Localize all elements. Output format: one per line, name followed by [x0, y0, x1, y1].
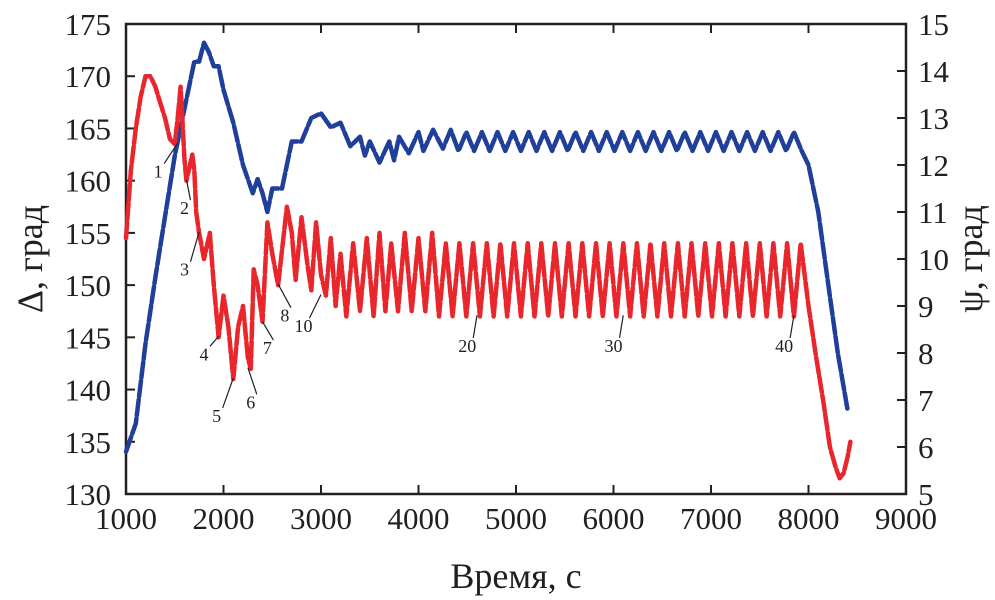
annotation-label: 5 — [212, 406, 221, 426]
left-axis-title: Δ, град — [10, 205, 50, 313]
axis-tick-labels: 1000 2000 3000 4000 5000 6000 7000 8000 90001301… — [65, 7, 950, 536]
x-tick-label: 8000 — [778, 501, 840, 536]
x-tick-label: 9000 — [875, 501, 937, 536]
series-line — [123, 73, 853, 481]
y-left-tick-label: 130 — [65, 477, 112, 512]
y-left-tick-label: 170 — [65, 59, 112, 94]
y-left-tick-label: 155 — [65, 216, 112, 251]
y-right-tick-label: 9 — [918, 289, 934, 324]
y-right-tick-label: 8 — [918, 336, 934, 371]
annotation-label: 1 — [154, 162, 163, 182]
annotation-label: 4 — [200, 344, 209, 364]
annotation-label: 3 — [180, 260, 189, 280]
x-tick-label: 7000 — [680, 501, 742, 536]
y-left-tick-label: 150 — [65, 268, 112, 303]
annotation-leader — [261, 321, 274, 341]
x-tick-label: 3000 — [290, 501, 352, 536]
y-left-tick-label: 175 — [65, 7, 112, 42]
annotation-label: 2 — [180, 198, 189, 218]
annotation-label: 8 — [280, 306, 289, 326]
annotation-leader — [185, 179, 192, 201]
y-right-tick-label: 6 — [918, 430, 934, 465]
annotation-label: 30 — [605, 336, 623, 356]
y-right-tick-label: 13 — [918, 101, 949, 136]
x-tick-label: 6000 — [583, 501, 645, 536]
y-right-tick-label: 10 — [918, 242, 949, 277]
y-right-tick-label: 12 — [918, 148, 949, 183]
y-right-tick-label: 11 — [918, 195, 948, 230]
y-right-tick-label: 14 — [918, 54, 950, 89]
y-left-tick-label: 165 — [65, 111, 112, 146]
y-left-tick-label: 160 — [65, 164, 112, 199]
y-left-tick-label: 145 — [65, 320, 112, 355]
x-tick-label: 4000 — [388, 501, 450, 536]
annotation-leader — [163, 142, 179, 164]
annotation-label: 40 — [775, 336, 793, 356]
annotation-leader — [277, 283, 292, 308]
y-right-tick-label: 5 — [918, 477, 934, 512]
x-tick-label: 2000 — [193, 501, 255, 536]
annotation-leader — [222, 377, 234, 409]
y-left-tick-label: 140 — [65, 373, 112, 408]
x-tick-label: 5000 — [485, 501, 547, 536]
annotation-leader — [308, 294, 322, 319]
y-left-tick-label: 135 — [65, 425, 112, 460]
series-line — [123, 40, 850, 454]
annotation-leader — [789, 315, 795, 339]
annotation-leader — [209, 335, 220, 347]
annotation-label: 6 — [246, 392, 255, 412]
x-axis-title: Время, с — [450, 556, 581, 596]
y-right-tick-label: 15 — [918, 7, 949, 42]
annotation-label: 20 — [458, 336, 476, 356]
annotation-label: 7 — [263, 338, 272, 358]
y-right-tick-label: 7 — [918, 383, 934, 418]
right-axis-title: ψ, град — [950, 205, 990, 313]
annotation-leader — [189, 231, 200, 262]
annotation-leader — [247, 367, 258, 395]
annotation-leader — [618, 315, 624, 339]
x-tick-label: 1000 — [95, 501, 157, 536]
annotation-label: 10 — [294, 316, 312, 336]
annotation-leader — [472, 315, 478, 339]
data-series — [123, 40, 853, 481]
